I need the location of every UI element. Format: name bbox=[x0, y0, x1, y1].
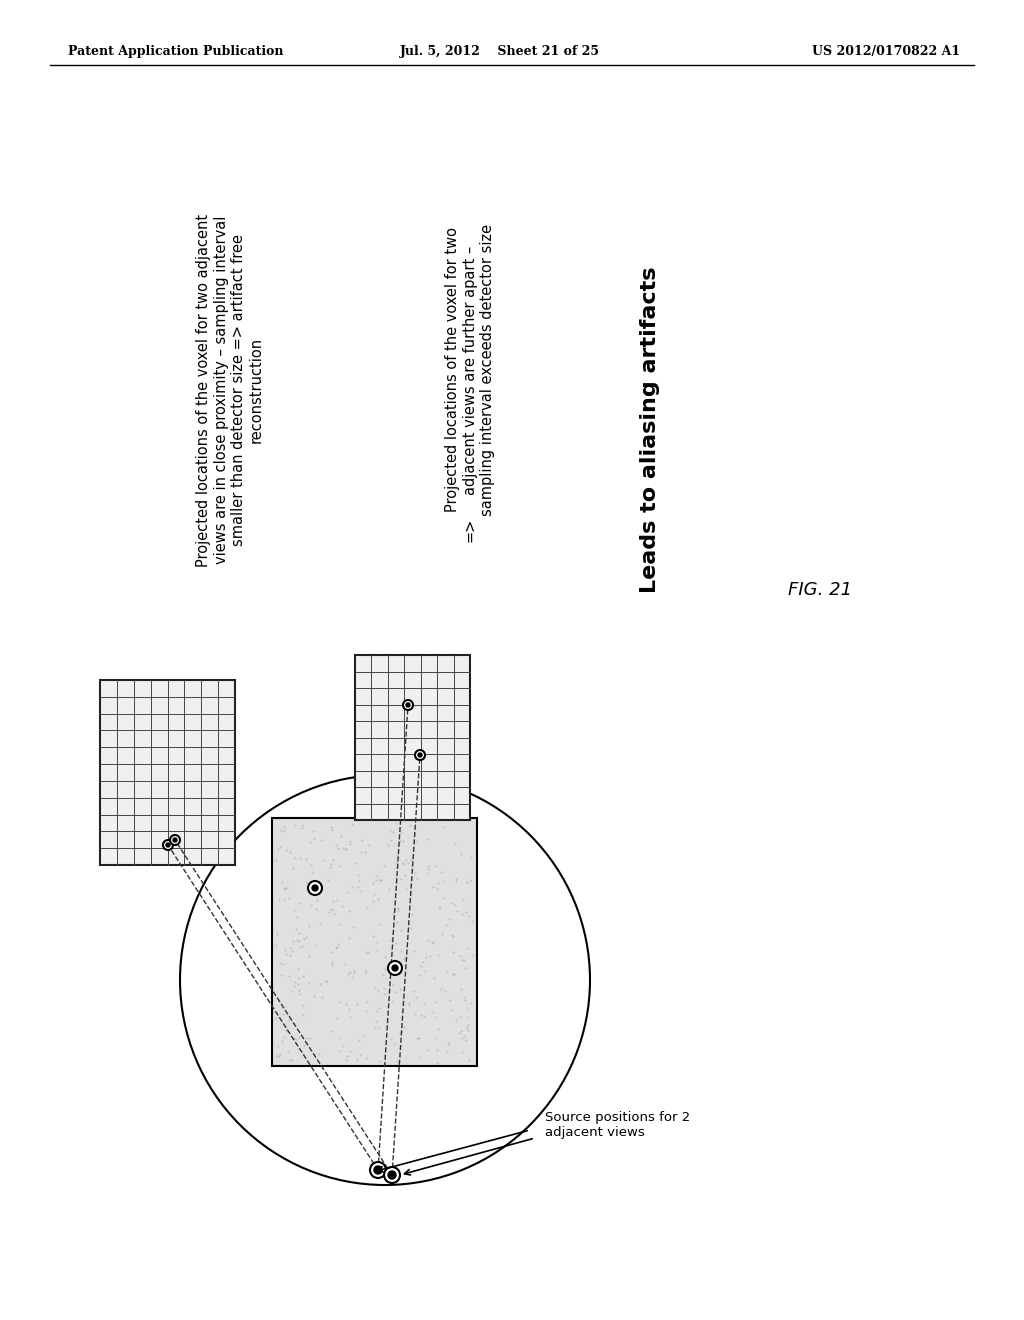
Text: Jul. 5, 2012    Sheet 21 of 25: Jul. 5, 2012 Sheet 21 of 25 bbox=[400, 45, 600, 58]
Circle shape bbox=[388, 961, 402, 975]
Circle shape bbox=[374, 1166, 382, 1173]
Bar bbox=[100, 680, 234, 865]
Circle shape bbox=[406, 704, 410, 708]
Text: US 2012/0170822 A1: US 2012/0170822 A1 bbox=[812, 45, 961, 58]
Circle shape bbox=[308, 880, 322, 895]
Circle shape bbox=[173, 838, 177, 842]
Circle shape bbox=[312, 884, 318, 891]
Text: Projected locations of the voxel for two
adjacent views are further apart –
samp: Projected locations of the voxel for two… bbox=[445, 224, 495, 516]
Text: Leads to aliasing artifacts: Leads to aliasing artifacts bbox=[640, 267, 660, 593]
Circle shape bbox=[166, 843, 170, 847]
Circle shape bbox=[415, 750, 425, 760]
Bar bbox=[272, 818, 477, 1067]
Circle shape bbox=[384, 1167, 400, 1183]
Circle shape bbox=[163, 840, 173, 850]
Text: Patent Application Publication: Patent Application Publication bbox=[68, 45, 284, 58]
Circle shape bbox=[392, 965, 398, 972]
Bar bbox=[355, 655, 470, 820]
Circle shape bbox=[170, 836, 180, 845]
Text: =>: => bbox=[463, 517, 477, 543]
Circle shape bbox=[403, 700, 413, 710]
Text: Source positions for 2
adjacent views: Source positions for 2 adjacent views bbox=[545, 1111, 690, 1139]
Text: Projected locations of the voxel for two adjacent
views are in close proximity –: Projected locations of the voxel for two… bbox=[197, 214, 263, 566]
Circle shape bbox=[370, 1162, 386, 1177]
Text: FIG. 21: FIG. 21 bbox=[787, 581, 852, 599]
Circle shape bbox=[418, 752, 422, 756]
Circle shape bbox=[388, 1171, 396, 1179]
